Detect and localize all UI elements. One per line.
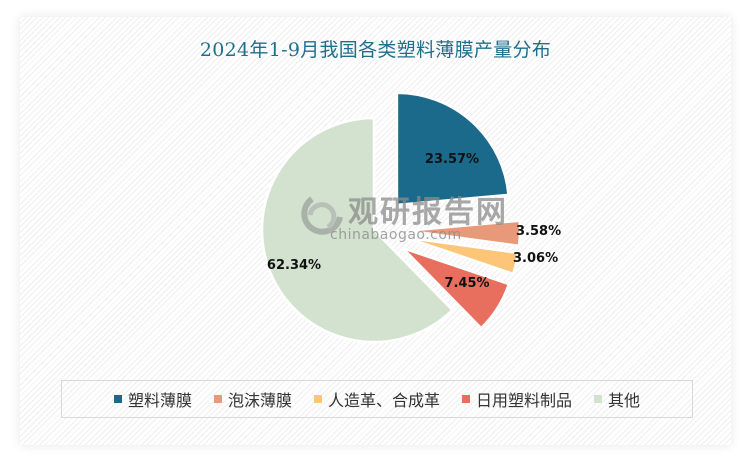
pie-slice-2 [406, 236, 520, 276]
legend-label: 人造革、合成革 [327, 391, 440, 410]
legend-item-plastic-film: 塑料薄膜 [113, 387, 192, 411]
legend-label: 泡沫薄膜 [227, 391, 292, 410]
slice-value-label: 3.58% [516, 224, 561, 239]
pie-slice-1 [407, 219, 522, 248]
slice-value-label: 7.45% [444, 276, 489, 291]
legend-label: 塑料薄膜 [127, 391, 192, 410]
pie-labels: 23.57% 3.58% 3.06% 7.45% 62.34% [267, 152, 561, 291]
legend-swatch [113, 395, 122, 403]
legend-item-other: 其他 [594, 387, 640, 411]
legend-item-daily-plastics: 日用塑料制品 [462, 387, 572, 411]
legend-swatch [313, 395, 322, 403]
legend-label: 其他 [608, 391, 641, 410]
watermark-en: chinabaogao.com [330, 227, 462, 243]
legend-swatch [462, 395, 470, 403]
slice-value-label: 3.06% [513, 251, 558, 266]
pie-slice-0 [395, 91, 510, 207]
legend-label: 日用塑料制品 [476, 391, 573, 410]
slice-value-label: 62.34% [267, 258, 321, 273]
chart-title: 2024年1-9月我国各类塑料薄膜产量分布 [199, 39, 552, 61]
pie-chart: 观研报告网 chinabaogao.com 23.57% 3.58% 3.06% 7.… [260, 91, 561, 344]
watermark-logo-icon [301, 196, 343, 235]
watermark-cn: 观研报告网 [348, 195, 508, 230]
legend-item-artificial-leather: 人造革、合成革 [313, 387, 440, 411]
pie-slices [260, 91, 522, 344]
legend-swatch [213, 395, 222, 403]
pie-slice-4 [260, 116, 455, 344]
watermark: 观研报告网 chinabaogao.com [301, 195, 508, 243]
pie-slice-3 [401, 246, 511, 330]
legend-swatch [594, 395, 603, 403]
legend-item-foam-film: 泡沫薄膜 [213, 387, 292, 411]
slice-value-label: 23.57% [425, 152, 479, 167]
chart-panel: 2024年1-9月我国各类塑料薄膜产量分布 观研报告网 chinabaogao.… [20, 17, 731, 445]
legend: 塑料薄膜 泡沫薄膜 人造革、合成革 日用塑料制品 其他 [61, 380, 693, 418]
